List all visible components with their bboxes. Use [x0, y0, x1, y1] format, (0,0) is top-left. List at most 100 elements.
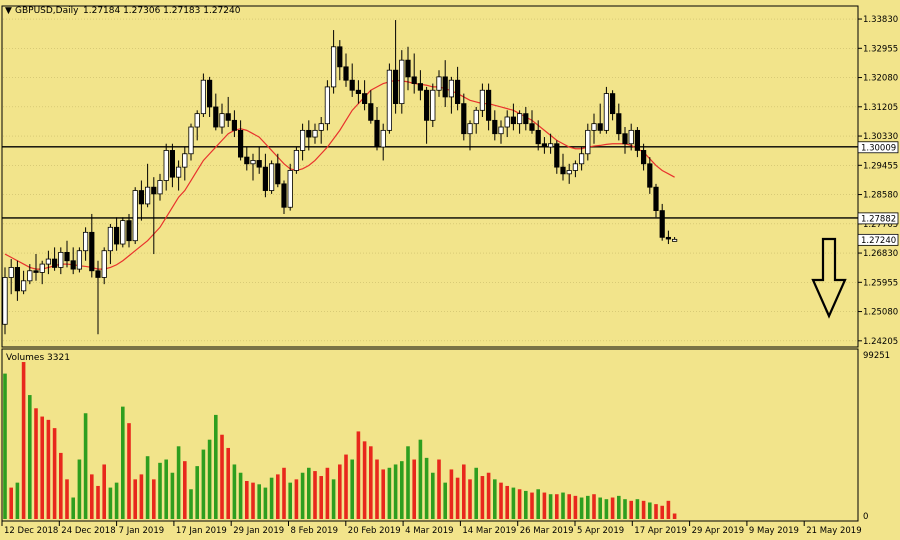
volume-bar [586, 495, 590, 519]
candle-body [423, 89, 430, 121]
volume-bar [294, 479, 299, 519]
volume-bar [139, 474, 144, 519]
time-tick-label: 29 Apr 2019 [692, 526, 745, 536]
candle-body [144, 186, 151, 205]
price-tick-label: 1.24205 [863, 337, 898, 347]
candle-body [299, 129, 306, 151]
candle-body [14, 267, 20, 292]
candle-body [206, 79, 213, 108]
time-tick-label: 9 May 2019 [749, 526, 799, 536]
volume-bar [641, 500, 646, 519]
candle-body [76, 250, 82, 270]
volume-bar [548, 494, 553, 519]
volume-bar [158, 462, 162, 519]
volume-bar [654, 504, 658, 519]
volume-bar [3, 373, 7, 519]
symbol-dropdown-icon[interactable]: ▼ [5, 6, 12, 16]
candle-body [585, 129, 591, 155]
candle-body [70, 260, 76, 270]
candle-body [107, 226, 113, 252]
volume-bar [276, 474, 280, 519]
volume-bar [517, 489, 522, 519]
volume-bar [604, 499, 609, 519]
volume-bar [201, 449, 206, 519]
volume-bar [499, 482, 503, 519]
volume-bar [530, 492, 534, 519]
volume-bar [263, 487, 268, 519]
volume-bar [375, 459, 379, 519]
volume-bar [400, 461, 404, 519]
volume-bar [331, 479, 336, 519]
volume-bar [542, 492, 547, 519]
volume-bar [579, 497, 584, 519]
candle-body [114, 226, 120, 245]
volume-label: Volumes 3321 [6, 353, 70, 363]
volume-bar [96, 485, 100, 519]
volume-bar [34, 408, 38, 519]
volume-bar [319, 476, 323, 519]
volume-bar [424, 457, 429, 519]
volume-bar [598, 497, 602, 519]
volume-bar [232, 464, 237, 519]
candle-body [52, 258, 58, 268]
candle-body [492, 119, 498, 135]
down-arrow-icon [811, 237, 847, 319]
volume-bar [28, 395, 32, 519]
candle-body [541, 143, 548, 148]
volume-bar [15, 482, 20, 519]
volume-bar [288, 482, 292, 519]
candle-body [349, 79, 355, 91]
time-tick-label: 17 Apr 2019 [634, 526, 687, 536]
candle-body [293, 150, 300, 171]
candle-body [417, 83, 424, 91]
candle-body [566, 170, 572, 175]
candle-body [374, 119, 380, 148]
candle-body [430, 89, 436, 121]
volume-bar [133, 479, 137, 519]
price-tick-label: 1.25955 [863, 278, 898, 288]
volume-bar [257, 484, 261, 519]
volume-bar [220, 434, 224, 519]
candle-body [268, 163, 275, 191]
candle-body [120, 220, 126, 245]
volume-bar [573, 495, 578, 519]
candle-body [504, 116, 510, 128]
volume-panel-frame [1, 348, 859, 522]
volume-bar [245, 480, 249, 519]
candle-body [535, 129, 541, 145]
volume-bar [511, 487, 516, 519]
volume-bar [344, 454, 348, 519]
volume-bar [183, 461, 187, 519]
time-tick-label: 4 Mar 2019 [405, 526, 453, 536]
candle-body [672, 238, 678, 242]
candle-body [200, 79, 206, 115]
candle-body [225, 113, 231, 121]
volume-bar [555, 494, 559, 519]
price-tick-label: 1.31205 [863, 103, 898, 113]
volume-bar [486, 472, 491, 519]
time-tick-label: 24 Dec 2018 [61, 526, 115, 536]
volume-bar [145, 456, 150, 519]
candle-body [256, 160, 262, 168]
price-tick-label: 1.28580 [863, 191, 898, 201]
candle-body [132, 190, 138, 242]
candle-body [89, 231, 95, 272]
candle-body [548, 143, 554, 148]
price-tick-label: 1.32955 [863, 44, 898, 54]
candle-body [616, 113, 622, 135]
candle-body [665, 236, 672, 240]
candle-body [436, 76, 442, 91]
candle-body [33, 270, 39, 273]
volume-bar [629, 500, 633, 519]
volume-bar [666, 500, 671, 519]
symbol-label: GBPUSD,Daily [15, 6, 79, 16]
volume-bar [40, 416, 44, 519]
candle-body [157, 180, 163, 195]
volume-bar [635, 499, 640, 519]
candle-body [647, 163, 653, 188]
candle-body [368, 103, 374, 121]
candle-body [250, 160, 256, 165]
candle-body [83, 231, 89, 252]
price-tick-label: 1.30330 [863, 132, 898, 142]
